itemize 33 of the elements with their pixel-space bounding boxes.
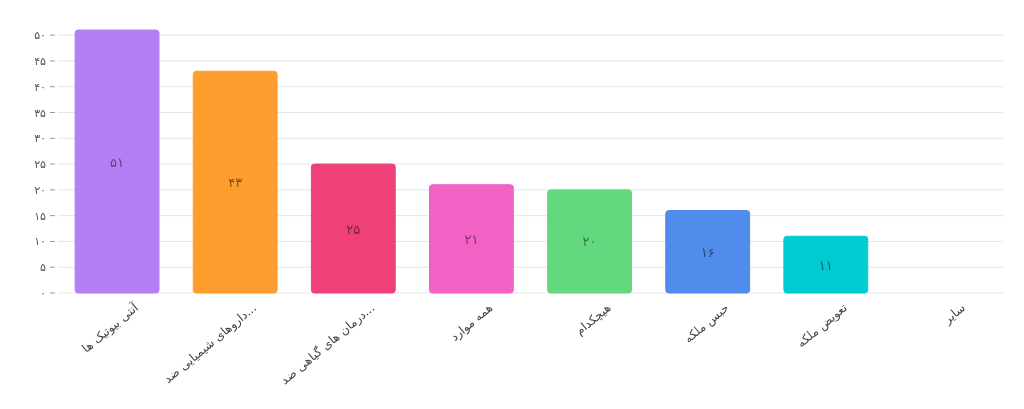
- bar: [665, 209, 751, 294]
- data-label: ۱۶: [700, 244, 715, 260]
- y-tick-label: ۳۰: [34, 132, 46, 146]
- data-label: ۲۱: [464, 231, 479, 247]
- bar: [429, 184, 514, 294]
- data-label: ۴۳: [228, 175, 243, 191]
- y-tick-label: ۲۵: [34, 158, 47, 172]
- x-tick-label: آنتی بیوتیک ها: [78, 299, 143, 357]
- y-tick-label: ۱۰: [34, 235, 46, 249]
- bar: [192, 70, 278, 294]
- y-tick-label: ۴۵: [34, 54, 47, 68]
- y-tick-label: ۰: [40, 287, 46, 300]
- data-label: ۲۰: [582, 234, 597, 250]
- bar: [547, 189, 632, 294]
- y-tick-label: ۱۵: [34, 209, 47, 223]
- y-tick-label: ۵۰: [34, 29, 46, 43]
- x-tick-label: داروهای شیمیایی ضد...: [160, 300, 260, 387]
- y-tick-label: ۲۰: [34, 183, 46, 197]
- x-tick-label: سایر: [939, 300, 969, 328]
- x-tick-label: حبس ملکه: [681, 300, 733, 347]
- bar: [310, 163, 396, 294]
- bar: [783, 235, 869, 294]
- x-tick-label: همه موارد: [447, 300, 497, 345]
- y-tick-label: ۵: [40, 261, 47, 275]
- x-tick-label: درمان های گیاهی ضد...: [277, 300, 378, 388]
- x-tick-label: هیچکدام: [572, 300, 614, 338]
- data-label: ۲۵: [346, 221, 361, 237]
- data-label: ۱۱: [818, 257, 833, 273]
- data-label: ۵۱: [110, 154, 125, 170]
- bar: [74, 29, 160, 294]
- y-tick-label: ۳۵: [34, 106, 47, 120]
- y-tick-label: ۴۰: [34, 80, 46, 94]
- x-tick-label: تعویض ملکه: [794, 300, 851, 352]
